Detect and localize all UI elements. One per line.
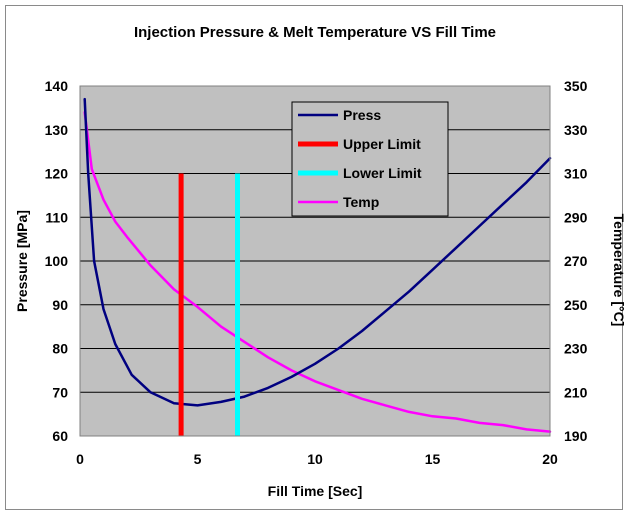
y-tick-label: 130: [45, 122, 69, 138]
x-tick-label: 20: [542, 451, 558, 467]
y2-tick-label: 330: [564, 122, 588, 138]
legend: Press Upper Limit Lower Limit Temp: [291, 101, 449, 217]
x-axis-ticks: 0 5 10 15 20: [76, 451, 558, 467]
x-tick-label: 15: [425, 451, 441, 467]
y-axis-ticks: 60 70 80 90 100 110 120 130 140: [45, 78, 69, 444]
y2-tick-label: 350: [564, 78, 588, 94]
series-line-temp: [83, 111, 552, 433]
y-tick-label: 90: [52, 297, 68, 313]
y-tick-label: 140: [45, 78, 69, 94]
y2-tick-label: 210: [564, 384, 588, 400]
legend-box: [291, 101, 449, 217]
legend-label: Press: [343, 107, 381, 123]
y2-tick-label: 290: [564, 209, 588, 225]
x-axis-label: Fill Time [Sec]: [268, 483, 363, 499]
y2-axis-ticks: 190 210 230 250 270 290 310 330 350: [564, 78, 588, 444]
legend-label: Lower Limit: [343, 165, 422, 181]
y2-tick-label: 190: [564, 428, 588, 444]
x-tick-label: 0: [76, 451, 84, 467]
chart-title: Injection Pressure & Melt Temperature VS…: [134, 24, 496, 41]
y-tick-label: 100: [45, 253, 69, 269]
legend-label: Upper Limit: [343, 136, 421, 152]
y-tick-label: 110: [45, 209, 68, 225]
legend-label: Temp: [343, 194, 379, 210]
y-tick-label: 70: [52, 384, 68, 400]
y2-tick-label: 250: [564, 297, 588, 313]
y2-tick-label: 310: [564, 166, 588, 182]
plot-border: [79, 85, 551, 437]
x-tick-label: 10: [307, 451, 323, 467]
y-tick-label: 60: [52, 428, 68, 444]
watermark: 知乎 @新科益: [524, 484, 612, 500]
y-tick-label: 120: [45, 166, 69, 182]
x-tick-label: 5: [194, 451, 202, 467]
y2-tick-label: 270: [564, 253, 588, 269]
series-layer: [83, 97, 552, 436]
y-tick-label: 80: [52, 341, 68, 357]
y2-axis-label: Temperature [°C]: [611, 214, 627, 327]
series-line-press: [83, 97, 552, 407]
y2-tick-label: 230: [564, 341, 588, 357]
y-axis-label: Pressure [MPa]: [14, 210, 30, 312]
